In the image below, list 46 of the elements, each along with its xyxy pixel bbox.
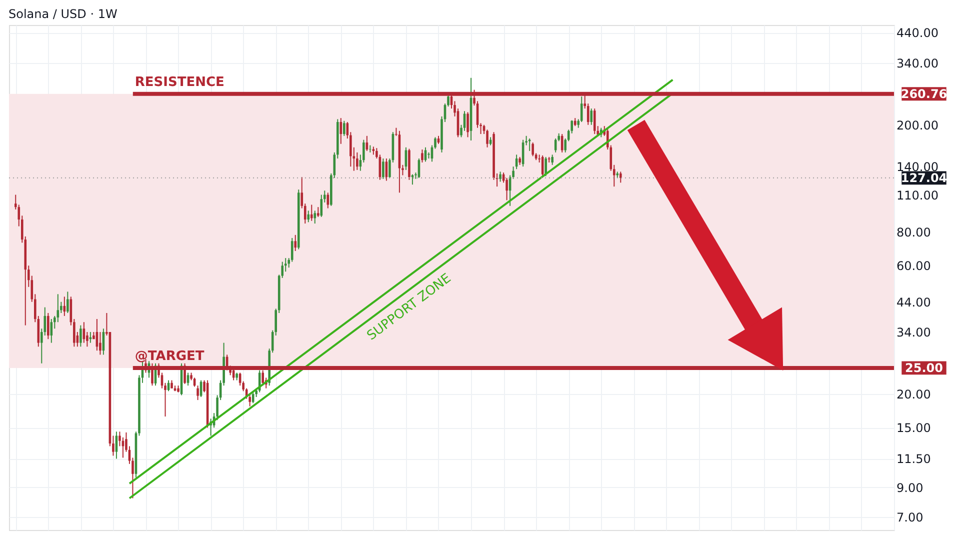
- candlestick: [486, 129, 488, 148]
- y-tick-label: 44.00: [896, 295, 931, 310]
- candlestick: [326, 192, 330, 209]
- y-tick-label: 11.50: [896, 452, 931, 466]
- candlestick: [307, 210, 310, 223]
- annotation: @TARGET: [134, 348, 204, 364]
- annotation: RESISTENCE: [134, 74, 224, 90]
- candlestick: [80, 324, 82, 348]
- y-tick-label: 15.00: [896, 421, 931, 436]
- candlestick: [382, 158, 384, 180]
- y-tick-label: 80.00: [896, 225, 931, 240]
- y-tick-label: 110.00: [896, 188, 938, 202]
- candlestick: [411, 174, 414, 186]
- candlestick: [544, 156, 547, 177]
- candlestick: [356, 152, 358, 170]
- candlestick: [421, 149, 424, 163]
- candlestick: [314, 210, 316, 224]
- y-tick-label: 34.00: [896, 326, 931, 340]
- candlestick: [294, 234, 297, 252]
- candlestick: [47, 312, 50, 340]
- candlestick: [499, 171, 502, 182]
- candlestick: [551, 154, 554, 166]
- candlestick: [590, 108, 593, 126]
- y-tick-label: 440.00: [896, 26, 938, 40]
- y-tick-label: 60.00: [896, 259, 931, 274]
- y-tick-label: 20.00: [896, 388, 931, 402]
- candlestick: [466, 112, 469, 138]
- candlestick: [66, 291, 69, 314]
- candlestick: [196, 385, 199, 401]
- candlestick: [186, 372, 190, 386]
- y-tick-label: 7.00: [896, 510, 924, 524]
- candlestick: [532, 142, 534, 157]
- candlestick: [369, 144, 372, 153]
- ref-line-label: 25.00: [905, 360, 943, 375]
- candlestick: [310, 204, 313, 222]
- candlestick: [320, 194, 323, 218]
- candlestick: [593, 108, 596, 134]
- y-tick-label: 340.00: [896, 56, 938, 70]
- candlestick: [343, 120, 346, 136]
- candlestick: [316, 206, 320, 218]
- y-tick-label: 200.00: [896, 118, 938, 132]
- y-tick-label: 9.00: [896, 480, 924, 495]
- ref-line-label: 260.76: [900, 86, 948, 101]
- candlestick: [619, 171, 622, 184]
- ref-line-label: 127.04: [900, 170, 948, 185]
- chart-title: Solana / USD · 1W: [8, 7, 118, 21]
